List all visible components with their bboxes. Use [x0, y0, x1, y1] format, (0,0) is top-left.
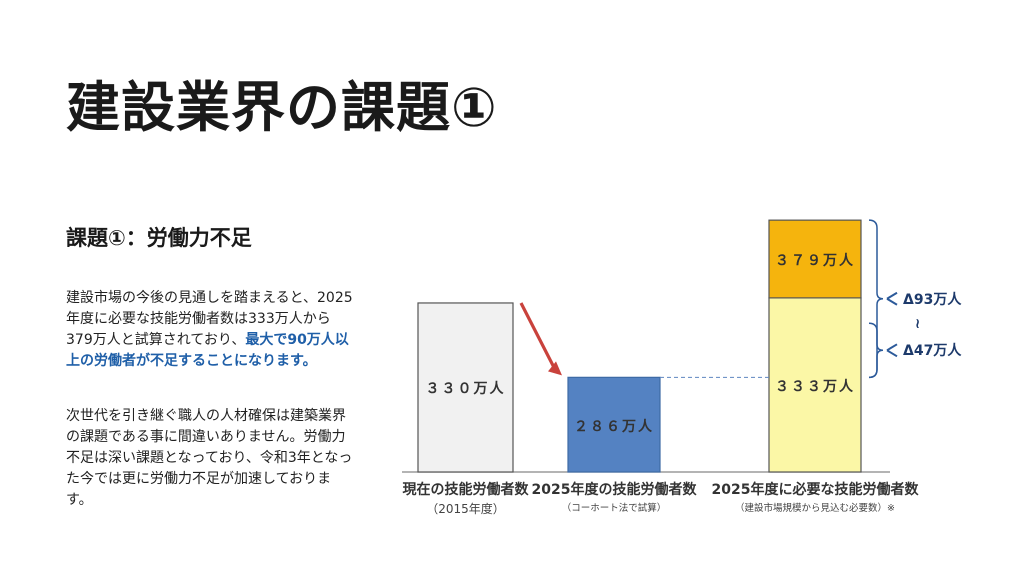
brace-delta-1 [868, 219, 884, 379]
brace-delta-1-arrow [886, 291, 898, 306]
decline-arrow-head [548, 361, 562, 376]
decline-arrow-line [519, 302, 558, 373]
paragraph-1-text: 建設市場の今後の見通しを踏まえると、2025年度に必要な技能労働者数は333万人… [66, 290, 353, 348]
delta-label-2: Δ47万人 [903, 343, 962, 360]
category-label-1: 2025年度の技能労働者数 [531, 482, 697, 498]
bar-0 [417, 302, 514, 473]
bar-label-1: ２８６万人 [574, 418, 654, 435]
bar-1 [567, 376, 661, 473]
brace-delta-2 [868, 322, 884, 379]
category-label-0: 現在の技能労働者数 [402, 482, 529, 498]
section-heading: 課題①：労働力不足 [66, 226, 252, 250]
bar-2-stacked-top [768, 219, 862, 299]
labor-chart [402, 219, 898, 473]
brace-delta-2-arrow [886, 343, 898, 358]
paragraph-1-highlight: 最大で90万人以上の労働者が不足することになります。 [66, 332, 349, 369]
body-paragraph-1: 建設市場の今後の見通しを踏まえると、2025年度に必要な技能労働者数は333万人… [66, 288, 356, 372]
slide-title: 建設業界の課題① [66, 76, 498, 139]
category-label-2: 2025年度に必要な技能労働者数 [711, 482, 919, 498]
category-note-1: （コーホート法で試算） [561, 503, 667, 514]
category-note-2: （建設市場規模から見込む必要数）※ [735, 503, 895, 514]
delta-label-1: Δ93万人 [903, 291, 962, 308]
category-note-0: （2015年度） [426, 502, 505, 516]
bar-label-2: ３３３万人 [775, 378, 855, 395]
tilde-symbol: ≀ [915, 315, 921, 332]
bar-label-0: ３３０万人 [425, 381, 506, 398]
body-paragraph-2: 次世代を引き継ぐ職人の人材確保は建築業界の課題である事に間違いありません。労働力… [66, 408, 353, 508]
bar-label-stacked: ３７９万人 [775, 253, 855, 270]
